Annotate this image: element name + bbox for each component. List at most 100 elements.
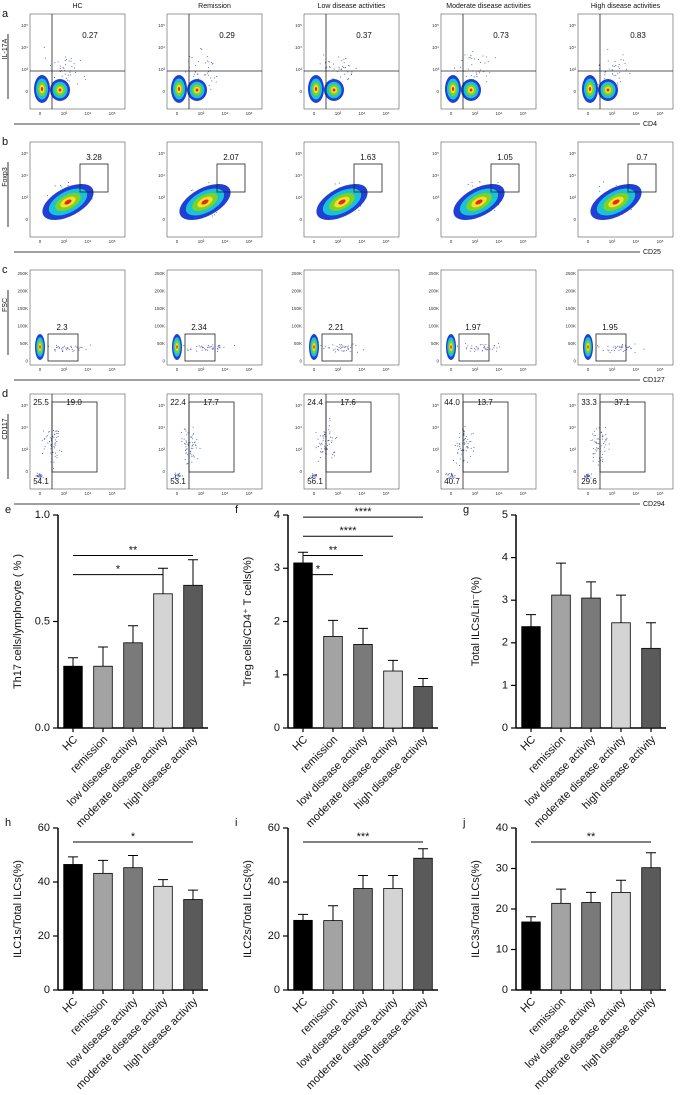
event-dot — [604, 450, 606, 452]
event-dot — [40, 476, 42, 478]
event-dot — [592, 460, 594, 462]
plot-frame — [303, 269, 400, 366]
gate-value: 0.7 — [636, 153, 648, 162]
y-tick-label: 50K — [20, 341, 28, 346]
event-dot — [469, 350, 471, 352]
event-dot — [337, 348, 339, 350]
event-dot — [207, 67, 209, 69]
event-dot — [192, 426, 194, 428]
density-contour — [195, 88, 199, 92]
event-dot — [208, 346, 210, 348]
event-dot — [194, 71, 196, 73]
y-tick-label: 50K — [294, 341, 302, 346]
event-dot — [179, 472, 181, 474]
event-dot — [333, 68, 335, 70]
event-dot — [180, 432, 182, 434]
event-dot — [70, 60, 72, 62]
event-dot — [593, 435, 595, 437]
y-tick-label: 50K — [431, 341, 439, 346]
event-dot — [464, 444, 466, 446]
event-dot — [175, 478, 177, 480]
bar — [383, 888, 403, 991]
event-dot — [192, 189, 194, 191]
y-tick-label: 10⁵ — [295, 23, 302, 28]
event-dot — [334, 183, 336, 185]
event-dot — [317, 446, 319, 448]
error-bar — [298, 913, 308, 921]
event-dot — [57, 346, 59, 348]
event-dot — [198, 345, 200, 347]
event-dot — [73, 350, 75, 352]
x-tick-label: 0 — [39, 239, 42, 244]
event-dot — [611, 349, 613, 351]
event-dot — [612, 73, 614, 75]
event-dot — [186, 463, 188, 465]
y-tick-label: 10⁵ — [158, 23, 165, 28]
event-dot — [629, 347, 631, 349]
event-dot — [233, 344, 235, 346]
plot-frame — [29, 13, 126, 110]
event-dot — [615, 347, 617, 349]
x-tick-label: 10³ — [609, 111, 616, 116]
event-dot — [314, 476, 316, 478]
event-dot — [329, 347, 331, 349]
error-bar — [388, 875, 398, 889]
event-dot — [459, 447, 461, 449]
event-dot — [608, 350, 610, 352]
gate-value: 1.97 — [465, 323, 481, 332]
gate-value: 44.0 — [444, 398, 460, 407]
event-dot — [464, 426, 466, 428]
y-tick-label: 0 — [274, 984, 280, 996]
event-dot — [599, 186, 601, 188]
gate-value: 17.6 — [340, 398, 356, 407]
y-tick-label: 100K — [154, 324, 165, 329]
x-tick-label: 10⁴ — [633, 367, 640, 372]
event-dot — [479, 181, 481, 183]
event-dot — [204, 348, 206, 350]
event-dot — [191, 454, 193, 456]
y-tick-label: 0 — [25, 469, 28, 474]
event-dot — [498, 346, 500, 348]
group-header: Remission — [198, 3, 231, 10]
event-dot — [343, 73, 345, 75]
y-axis-label: ILC1s/Total ILCs(%) — [12, 860, 24, 958]
event-dot — [310, 475, 312, 477]
event-dot — [178, 476, 180, 478]
event-dot — [471, 345, 473, 347]
error-bar — [98, 646, 108, 667]
y-tick-label: 10⁴ — [158, 173, 165, 178]
event-dot — [54, 443, 56, 445]
x-tick-label: 0 — [176, 367, 179, 372]
x-axis-label: CD294 — [643, 501, 665, 508]
event-dot — [598, 346, 600, 348]
x-tick-label: 10⁵ — [520, 491, 527, 496]
bar — [153, 885, 173, 991]
event-dot — [493, 347, 495, 349]
event-dot — [190, 348, 192, 350]
event-dot — [602, 454, 604, 456]
group-header: Low disease activities — [318, 3, 386, 10]
event-dot — [190, 189, 192, 191]
event-dot — [600, 431, 602, 433]
event-dot — [50, 448, 52, 450]
event-dot — [616, 345, 618, 347]
event-dot — [58, 346, 60, 348]
event-dot — [331, 440, 333, 442]
x-tick-label: 0 — [587, 367, 590, 372]
event-dot — [68, 349, 70, 351]
event-dot — [183, 438, 185, 440]
event-dot — [475, 72, 477, 74]
event-dot — [453, 459, 455, 461]
bar — [551, 594, 571, 729]
gate-value: 25.5 — [33, 398, 49, 407]
event-dot — [315, 447, 317, 449]
y-tick-label: 10⁵ — [158, 403, 165, 408]
y-tick-label: 10⁴ — [569, 425, 576, 430]
event-dot — [179, 475, 181, 477]
x-tick-label: 10⁴ — [359, 111, 366, 116]
event-dot — [587, 473, 589, 475]
event-dot — [600, 445, 602, 447]
event-dot — [626, 346, 628, 348]
event-dot — [459, 432, 461, 434]
event-dot — [448, 472, 450, 474]
